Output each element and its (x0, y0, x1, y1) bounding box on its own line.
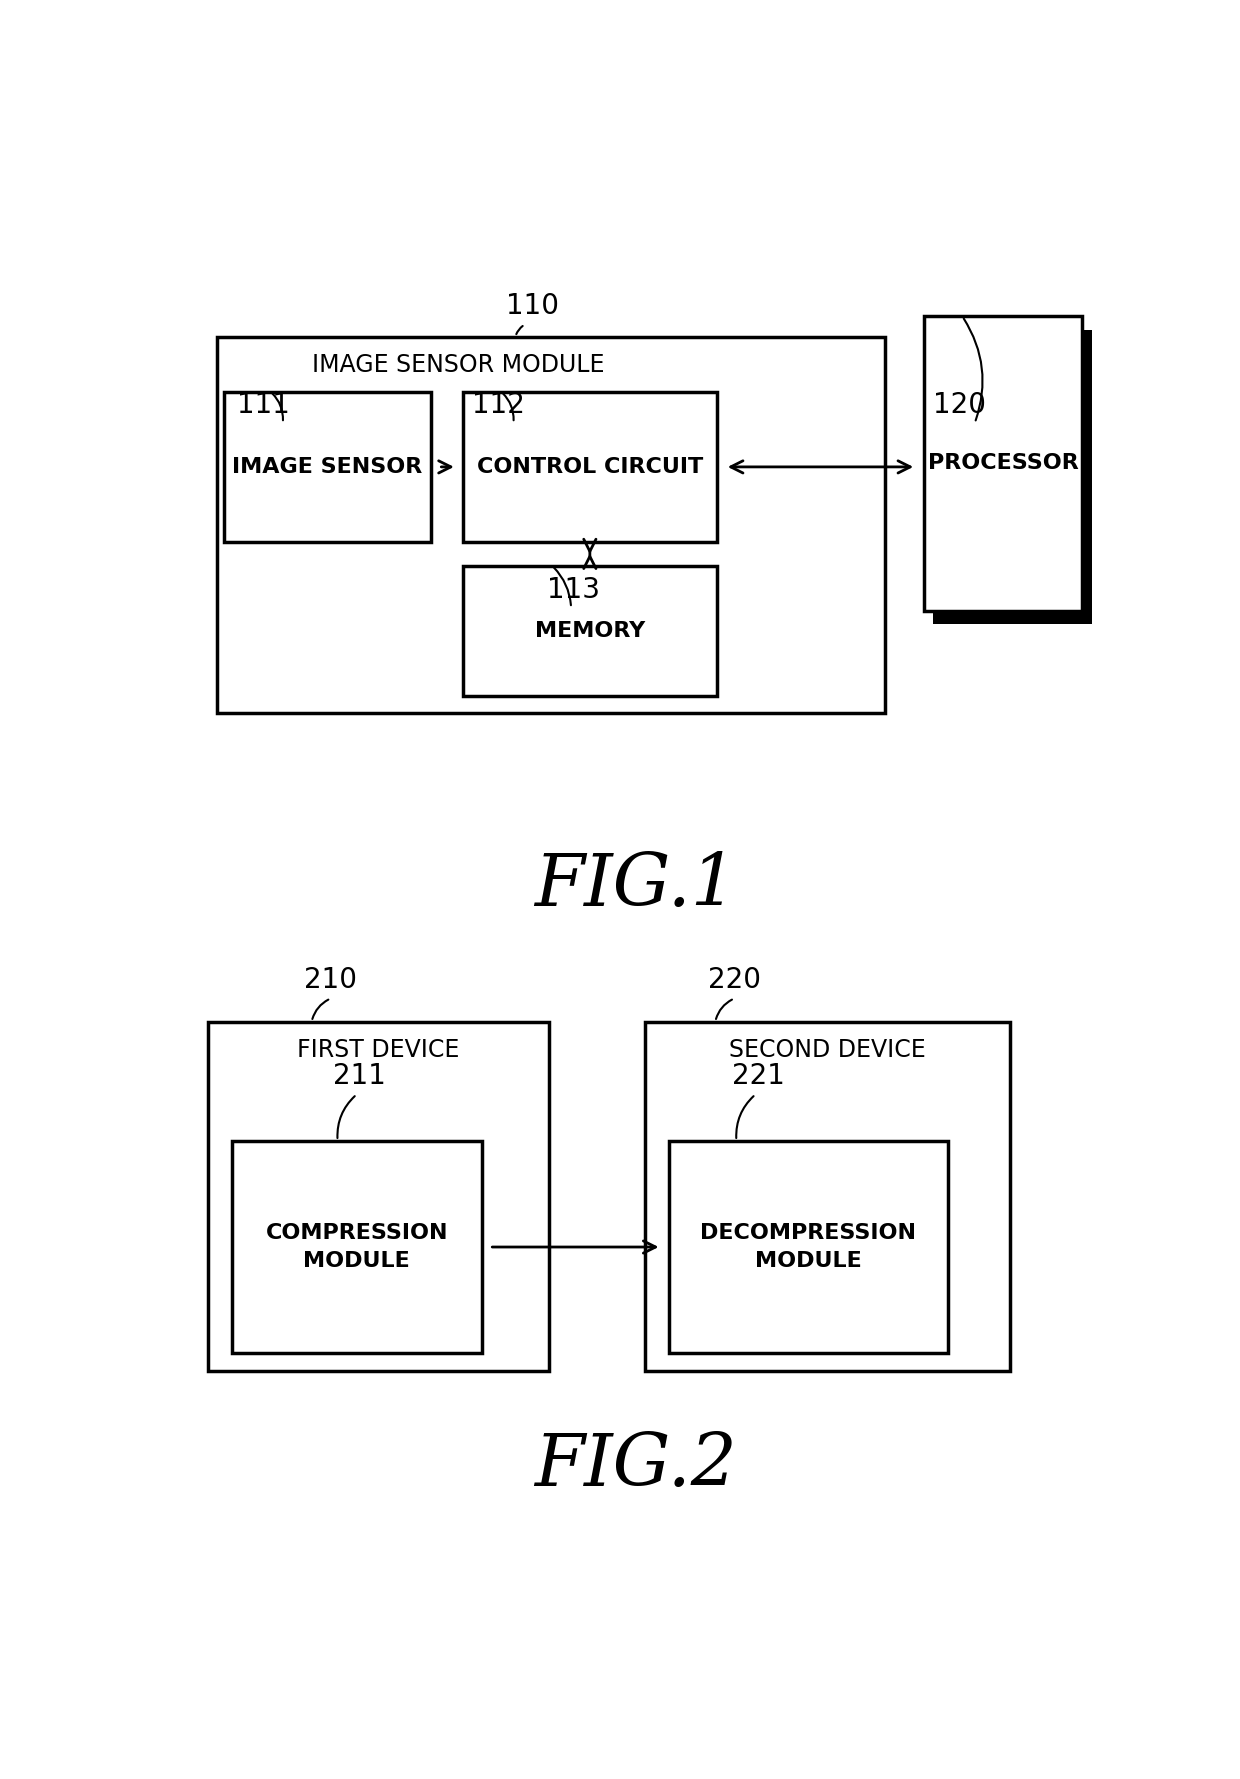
Bar (208, 1021, 549, 1372)
Text: IMAGE SENSOR: IMAGE SENSOR (232, 457, 423, 477)
Bar (463, 566, 717, 696)
Text: CONTROL CIRCUIT: CONTROL CIRCUIT (476, 457, 703, 477)
Bar (224, 391, 430, 543)
Bar (934, 329, 1092, 624)
Bar (645, 1021, 1011, 1372)
Text: 112: 112 (472, 391, 525, 420)
Bar (242, 1155, 491, 1366)
Text: FIRST DEVICE: FIRST DEVICE (298, 1039, 460, 1062)
Bar (670, 1140, 947, 1354)
Text: 220: 220 (708, 966, 760, 994)
Text: PROCESSOR: PROCESSOR (928, 454, 1079, 473)
Bar (463, 391, 717, 543)
Bar (472, 406, 727, 555)
Text: 110: 110 (506, 292, 559, 320)
Text: FIG.2: FIG.2 (534, 1430, 737, 1501)
Bar (234, 406, 440, 555)
Text: 210: 210 (304, 966, 357, 994)
Text: 211: 211 (332, 1062, 386, 1091)
Bar (232, 1140, 481, 1354)
Text: 111: 111 (237, 391, 290, 420)
Bar (924, 317, 1083, 610)
Text: 113: 113 (547, 576, 600, 603)
Bar (217, 336, 885, 713)
Text: 120: 120 (934, 391, 986, 420)
Text: IMAGE SENSOR MODULE: IMAGE SENSOR MODULE (311, 354, 604, 377)
Text: SECOND DEVICE: SECOND DEVICE (729, 1039, 926, 1062)
Text: COMPRESSION
MODULE: COMPRESSION MODULE (265, 1222, 448, 1270)
Bar (472, 580, 727, 710)
Text: DECOMPRESSION
MODULE: DECOMPRESSION MODULE (701, 1222, 916, 1270)
Text: MEMORY: MEMORY (534, 621, 645, 640)
Text: FIG.1: FIG.1 (534, 850, 737, 922)
Bar (678, 1155, 957, 1366)
Text: 221: 221 (732, 1062, 785, 1091)
